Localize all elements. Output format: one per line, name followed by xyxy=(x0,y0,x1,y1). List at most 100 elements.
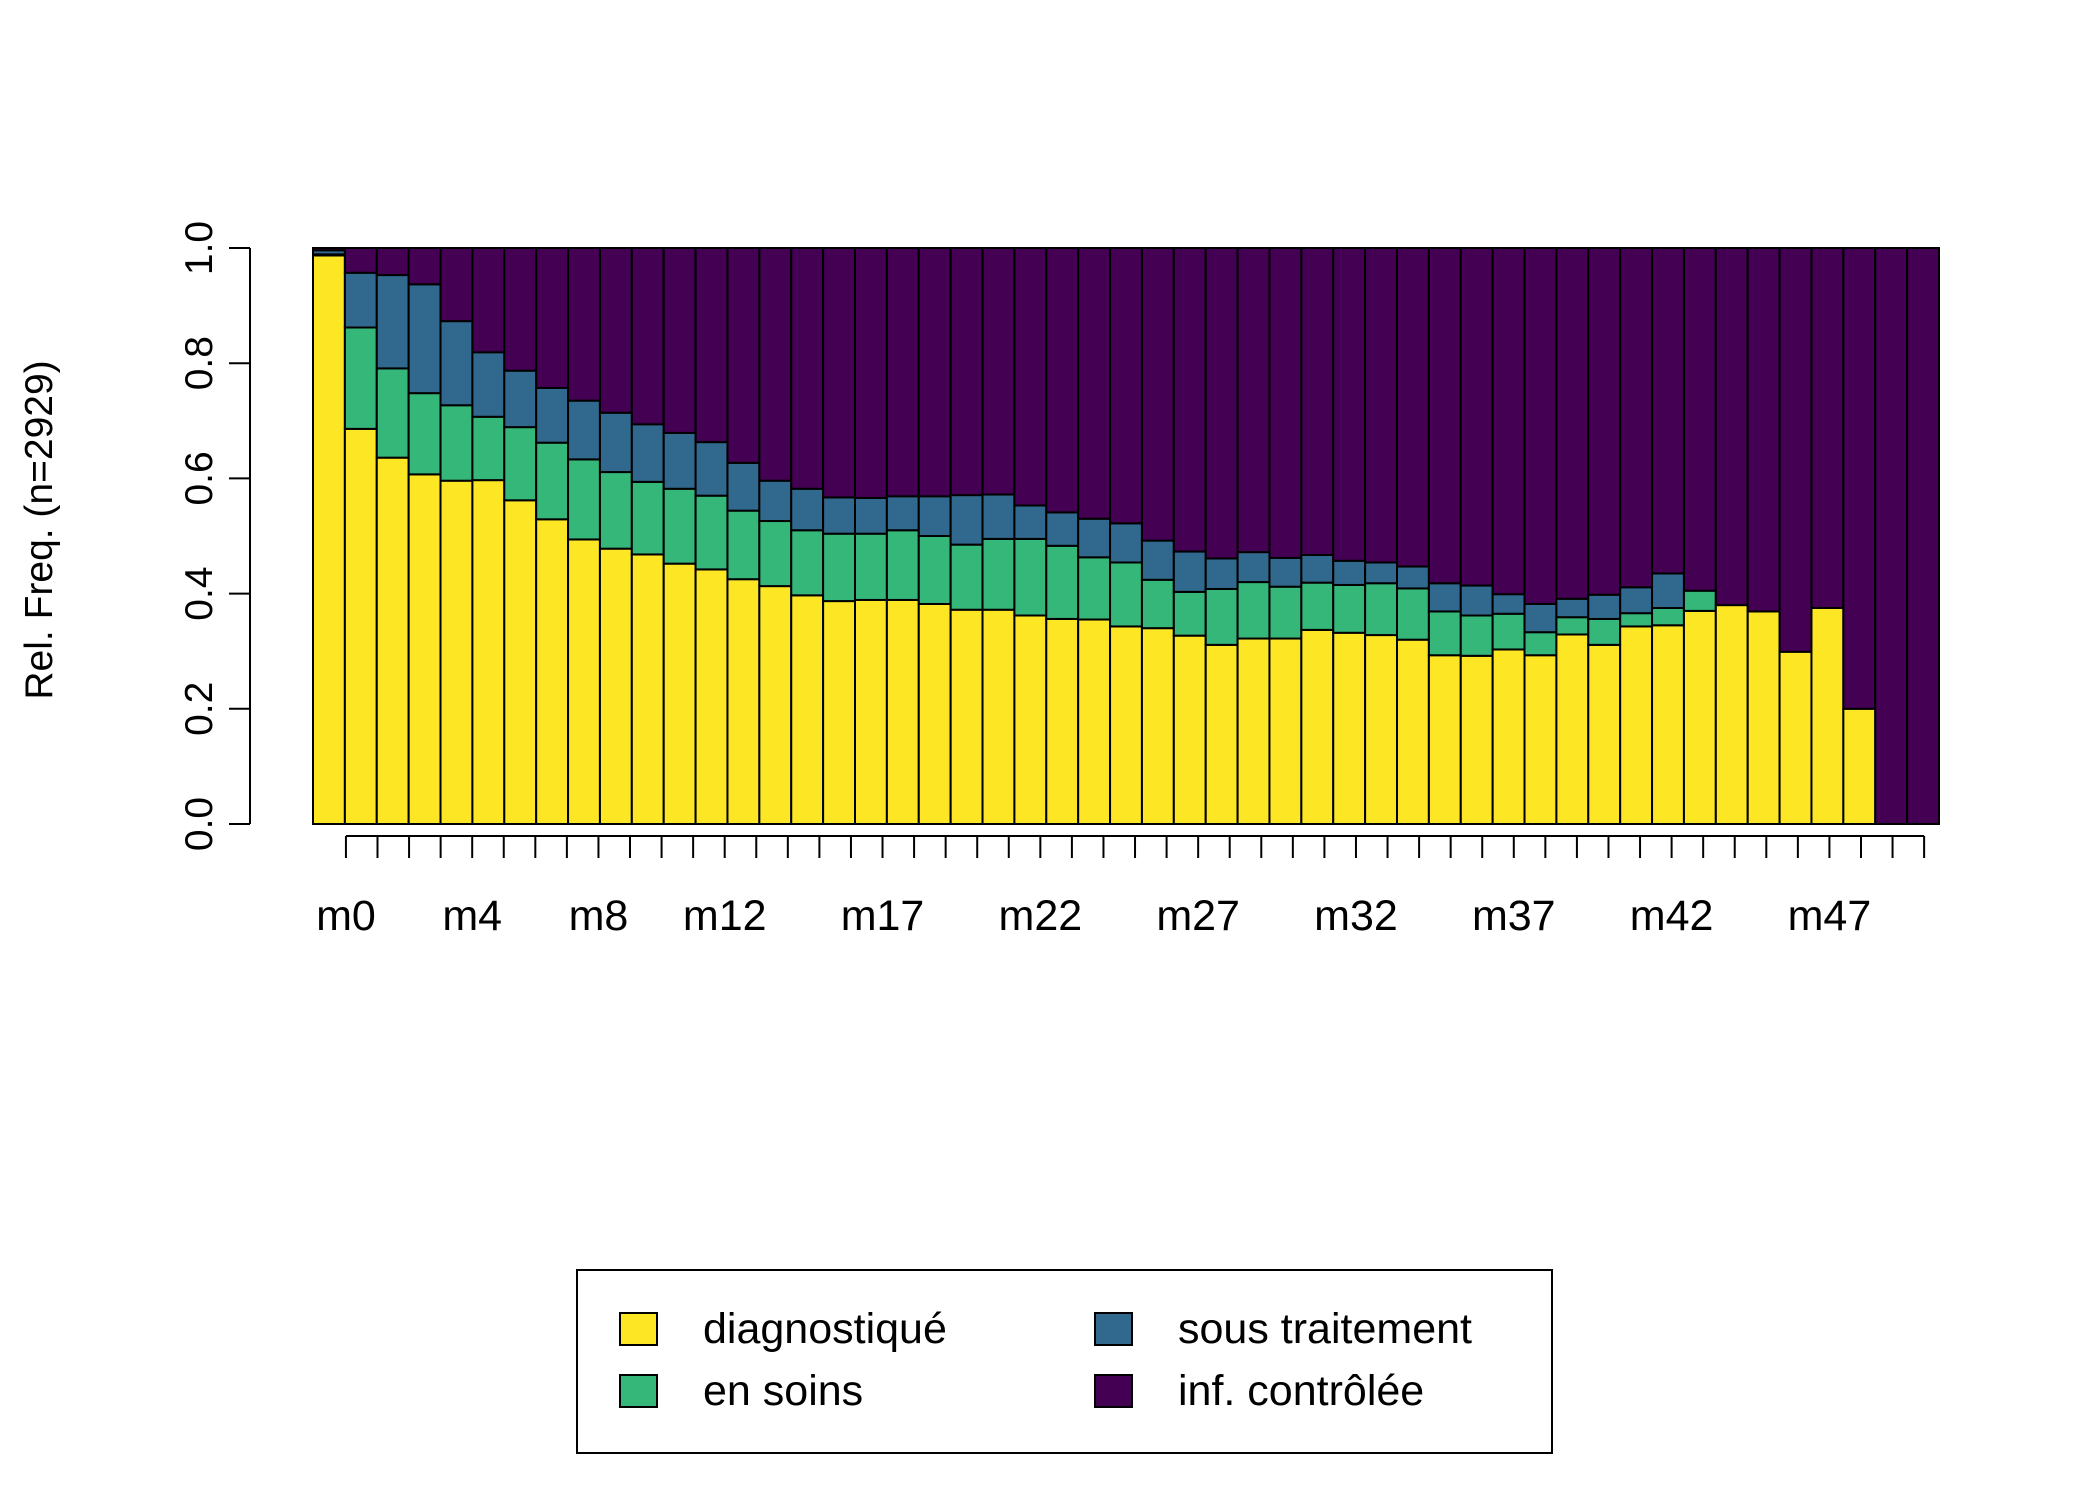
bar-segment-m14-en_soins xyxy=(758,520,793,588)
bar-segment-m43-en_soins xyxy=(1682,589,1717,612)
bar-segment-m26-diagnostique xyxy=(1140,627,1175,825)
bar-segment-m20-diagnostique xyxy=(949,608,984,825)
bar-segment-m24-diagnostique xyxy=(1077,618,1112,826)
bar-segment-m42-inf_controlee xyxy=(1651,247,1685,575)
bar-segment-m47-diagnostique xyxy=(1810,607,1845,825)
bar-segment-m31-inf_controlee xyxy=(1300,247,1335,557)
bar-segment-m36-inf_controlee xyxy=(1459,247,1494,587)
bar-segment-m35-diagnostique xyxy=(1427,654,1462,825)
bar-segment-m34-diagnostique xyxy=(1396,638,1430,825)
bar-segment-m20-sous_traitement xyxy=(949,494,984,546)
bar-segment-m7-sous_traitement xyxy=(535,386,570,444)
x-tick-label: m47 xyxy=(1788,892,1872,940)
y-tick-label: 0.0 xyxy=(178,797,221,851)
bar-segment-m19-en_soins xyxy=(917,535,952,605)
bar-segment-m24-en_soins xyxy=(1077,556,1112,621)
bar-segment-m21-en_soins xyxy=(981,537,1016,611)
bar-segment-m33-en_soins xyxy=(1364,582,1398,637)
bar-segment-m20-inf_controlee xyxy=(949,247,984,497)
bar-segment-m50-inf_controlee xyxy=(1906,247,1940,825)
bar-segment-m27-inf_controlee xyxy=(1172,247,1207,553)
legend-swatch-inf-controlee xyxy=(1094,1374,1133,1408)
bar-segment-m1-en_soins xyxy=(343,326,378,430)
bar-segment-m25-inf_controlee xyxy=(1109,247,1143,525)
bar-segment-m4-sous_traitement xyxy=(439,320,474,407)
bar-segment-m8-diagnostique xyxy=(567,538,601,826)
bar-segment-m31-en_soins xyxy=(1300,581,1335,631)
bar-segment-m31-diagnostique xyxy=(1300,628,1335,826)
bar-segment-m46-inf_controlee xyxy=(1778,247,1813,653)
bar-segment-m13-diagnostique xyxy=(726,578,761,826)
bar-segment-m35-en_soins xyxy=(1427,610,1462,657)
bar-segment-m34-en_soins xyxy=(1396,587,1430,641)
y-tick-label: 0.8 xyxy=(178,336,221,390)
bar-segment-m15-en_soins xyxy=(790,529,825,597)
bar-segment-m24-sous_traitement xyxy=(1077,517,1112,559)
bar-segment-m26-sous_traitement xyxy=(1140,539,1175,581)
bar-segment-m43-inf_controlee xyxy=(1682,247,1717,592)
bar-segment-m8-sous_traitement xyxy=(567,399,601,461)
bar-segment-m17-diagnostique xyxy=(854,598,888,825)
bar-segment-m13-sous_traitement xyxy=(726,461,761,512)
x-tick-label: m8 xyxy=(569,892,629,940)
bar-segment-m5-inf_controlee xyxy=(471,247,506,354)
bar-segment-m10-diagnostique xyxy=(630,553,665,825)
bar-segment-m28-inf_controlee xyxy=(1204,247,1239,560)
bar-segment-m11-diagnostique xyxy=(662,562,697,826)
bar-segment-m6-en_soins xyxy=(503,426,538,502)
bar-segment-m19-diagnostique xyxy=(917,602,952,825)
bar-segment-m3-en_soins xyxy=(407,392,442,476)
bar-segment-m4-en_soins xyxy=(439,404,474,482)
bar-segment-m13-en_soins xyxy=(726,509,761,581)
bar-segment-m27-diagnostique xyxy=(1172,634,1207,826)
bar-segment-m5-diagnostique xyxy=(471,479,506,825)
bar-segment-m9-en_soins xyxy=(598,471,633,550)
bar-segment-m16-diagnostique xyxy=(822,600,856,826)
bar-segment-m20-en_soins xyxy=(949,543,984,611)
x-tick-label: m27 xyxy=(1156,892,1240,940)
bar-segment-m15-sous_traitement xyxy=(790,487,825,532)
legend-box xyxy=(576,1269,1553,1454)
legend-swatch-sous-traitement xyxy=(1094,1312,1133,1346)
bar-segment-m44-diagnostique xyxy=(1714,604,1749,825)
bar-segment-m16-inf_controlee xyxy=(822,247,856,499)
x-tick-label: m0 xyxy=(316,892,376,940)
bar-segment-m18-diagnostique xyxy=(885,598,920,825)
legend-swatch-en-soins xyxy=(619,1374,658,1408)
bar-segment-m34-sous_traitement xyxy=(1396,565,1430,590)
bar-segment-m16-sous_traitement xyxy=(822,496,856,535)
bar-segment-m31-sous_traitement xyxy=(1300,554,1335,584)
bar-segment-m22-diagnostique xyxy=(1013,614,1048,825)
bar-segment-m10-sous_traitement xyxy=(630,423,665,483)
bar-segment-m0-diagnostique xyxy=(312,254,346,826)
bar-segment-m37-en_soins xyxy=(1491,612,1526,651)
bar-segment-m33-inf_controlee xyxy=(1364,247,1398,564)
y-tick-label: 0.6 xyxy=(178,451,221,505)
bar-segment-m36-sous_traitement xyxy=(1459,584,1494,617)
bar-segment-m48-inf_controlee xyxy=(1842,247,1877,710)
bar-segment-m29-sous_traitement xyxy=(1236,551,1271,584)
bar-segment-m37-inf_controlee xyxy=(1491,247,1526,596)
legend-label-sous-traitement: sous traitement xyxy=(1178,1305,1472,1353)
x-tick-label: m42 xyxy=(1630,892,1714,940)
bar-segment-m33-diagnostique xyxy=(1364,634,1398,825)
x-tick-label: m17 xyxy=(841,892,925,940)
bar-segment-m25-en_soins xyxy=(1109,561,1143,628)
bar-segment-m37-sous_traitement xyxy=(1491,593,1526,615)
bar-segment-m1-diagnostique xyxy=(343,427,378,825)
bar-segment-m40-sous_traitement xyxy=(1587,593,1622,620)
bar-segment-m41-sous_traitement xyxy=(1619,586,1654,615)
bar-segment-m41-diagnostique xyxy=(1619,625,1654,825)
bar-segment-m23-diagnostique xyxy=(1045,617,1080,825)
bar-segment-m24-inf_controlee xyxy=(1077,247,1112,520)
bar-segment-m42-sous_traitement xyxy=(1651,572,1685,610)
bar-segment-m40-en_soins xyxy=(1587,617,1622,646)
bar-segment-m23-en_soins xyxy=(1045,544,1080,620)
bar-segment-m16-en_soins xyxy=(822,532,856,603)
x-tick-label: m37 xyxy=(1472,892,1556,940)
bar-segment-m15-inf_controlee xyxy=(790,247,825,490)
bar-segment-m19-inf_controlee xyxy=(917,247,952,498)
bar-segment-m38-inf_controlee xyxy=(1523,247,1558,605)
bar-segment-m3-sous_traitement xyxy=(407,283,442,395)
